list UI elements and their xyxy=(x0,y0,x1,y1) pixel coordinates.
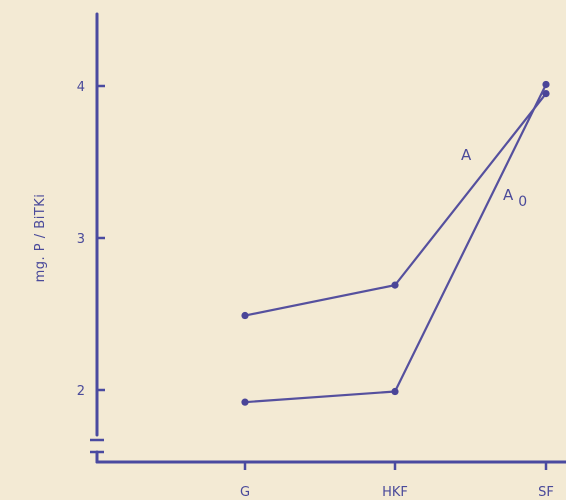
x-tick-label: HKF xyxy=(382,485,408,500)
y-ticks: 2 3 4 xyxy=(77,80,105,399)
data-point xyxy=(391,387,399,396)
series-group xyxy=(241,80,550,406)
y-tick-label: 4 xyxy=(77,80,85,95)
x-tick-label: SF xyxy=(538,485,554,500)
data-point xyxy=(241,311,249,320)
x-tick-label: G xyxy=(240,485,250,500)
series-line-a0 xyxy=(244,83,547,404)
y-axis-label: mg. P / BiTKi xyxy=(33,194,48,283)
series-label-a: A xyxy=(461,146,472,164)
series-label-a0-sub: 0 xyxy=(518,194,527,210)
series-label-a0-main: A xyxy=(503,186,514,204)
x-ticks: G HKF SF xyxy=(240,462,554,500)
data-point xyxy=(542,80,550,89)
data-point xyxy=(542,90,550,98)
data-point xyxy=(241,398,249,406)
data-point xyxy=(391,281,399,289)
y-tick-label: 3 xyxy=(77,232,85,247)
y-tick-label: 2 xyxy=(77,384,85,399)
